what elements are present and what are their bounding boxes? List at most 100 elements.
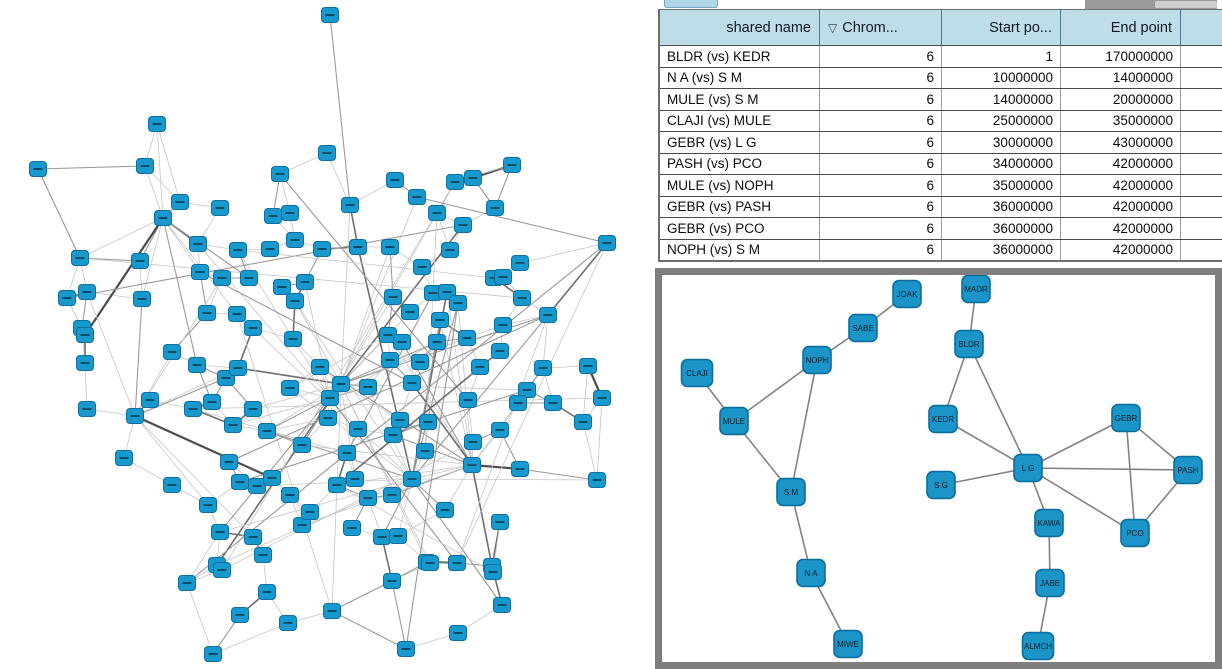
network-node[interactable] [240, 270, 258, 286]
network-node[interactable] [198, 305, 216, 321]
network-node-KAWA[interactable]: KAWA [1034, 508, 1064, 538]
network-node[interactable] [244, 320, 262, 336]
column-header-chrom---[interactable]: ▽ Chrom... [819, 9, 942, 46]
network-node[interactable] [163, 477, 181, 493]
network-node[interactable] [441, 242, 459, 258]
network-node[interactable] [154, 210, 172, 226]
network-node[interactable] [78, 401, 96, 417]
network-node[interactable] [389, 528, 407, 544]
network-node[interactable] [359, 490, 377, 506]
network-node[interactable] [464, 434, 482, 450]
network-node[interactable] [346, 471, 364, 487]
network-node[interactable] [391, 412, 409, 428]
network-node[interactable] [383, 573, 401, 589]
network-node[interactable] [381, 239, 399, 255]
network-node[interactable] [511, 255, 529, 271]
network-edge-NOPH-SM[interactable] [790, 359, 818, 493]
panel-tab[interactable] [664, 0, 718, 8]
network-node[interactable] [229, 360, 247, 376]
network-node-KEDR[interactable]: KEDR [928, 404, 958, 434]
network-node-MADR[interactable]: MADR [961, 274, 991, 304]
network-node[interactable] [296, 274, 314, 290]
network-node[interactable] [321, 390, 339, 406]
network-node[interactable] [213, 562, 231, 578]
network-node[interactable] [318, 145, 336, 161]
network-node[interactable] [301, 504, 319, 520]
network-node[interactable] [491, 422, 509, 438]
network-node[interactable] [126, 408, 144, 424]
network-node[interactable] [593, 390, 611, 406]
network-node[interactable] [449, 625, 467, 641]
network-node[interactable] [598, 235, 616, 251]
table-row[interactable]: N A (vs) S M610000000140000006.6 [659, 67, 1222, 89]
network-node-BLDR[interactable]: BLDR [954, 329, 984, 359]
network-node[interactable] [421, 555, 439, 571]
network-node[interactable] [211, 524, 229, 540]
network-node[interactable] [464, 170, 482, 186]
network-node[interactable] [574, 414, 592, 430]
table-row[interactable]: CLAJI (vs) MULE625000000350000005.9 [659, 110, 1222, 132]
network-node[interactable] [373, 529, 391, 545]
network-node[interactable] [78, 284, 96, 300]
network-node[interactable] [408, 189, 426, 205]
network-node[interactable] [332, 376, 350, 392]
horizontal-scrollbar-thumb[interactable] [1155, 1, 1217, 8]
network-node[interactable] [263, 470, 281, 486]
network-node[interactable] [29, 161, 47, 177]
network-node[interactable] [131, 253, 149, 269]
network-node[interactable] [419, 414, 437, 430]
network-node[interactable] [539, 307, 557, 323]
network-node[interactable] [244, 401, 262, 417]
network-node[interactable] [224, 417, 242, 433]
network-node-JOAK[interactable]: JOAK [892, 279, 922, 309]
network-node[interactable] [411, 354, 429, 370]
column-header-start-po---[interactable]: Start po... [941, 9, 1061, 46]
network-node[interactable] [518, 382, 536, 398]
network-node[interactable] [231, 607, 249, 623]
network-node[interactable] [261, 241, 279, 257]
table-row[interactable]: GEBR (vs) PCO636000000420000008.4 [659, 217, 1222, 240]
network-node[interactable] [148, 116, 166, 132]
network-node[interactable] [484, 564, 502, 580]
table-row[interactable]: NOPH (vs) S M636000000420000009.9 [659, 239, 1222, 262]
network-node[interactable] [281, 487, 299, 503]
network-node[interactable] [231, 474, 249, 490]
network-node[interactable] [341, 197, 359, 213]
network-node[interactable] [458, 330, 476, 346]
column-header-end-point[interactable]: End point [1060, 9, 1181, 46]
network-node[interactable] [189, 236, 207, 252]
network-node[interactable] [271, 166, 289, 182]
network-node[interactable] [486, 200, 504, 216]
network-node[interactable] [428, 205, 446, 221]
column-header-shared-name[interactable]: shared name [659, 9, 820, 46]
network-node[interactable] [58, 290, 76, 306]
comparison-network-graph[interactable]: JOAK MADR SABE BLDR NOPH CLAJI MULE KEDR GEBR L G… [662, 274, 1215, 662]
network-node[interactable] [534, 360, 552, 376]
network-node[interactable] [579, 358, 597, 374]
network-node[interactable] [397, 641, 415, 657]
network-node[interactable] [229, 242, 247, 258]
network-node[interactable] [199, 497, 217, 513]
network-node[interactable] [509, 395, 527, 411]
network-node[interactable] [491, 514, 509, 530]
network-node[interactable] [188, 357, 206, 373]
network-node-NOPH[interactable]: NOPH [802, 345, 832, 375]
network-edge-GEBR-PCO[interactable] [1125, 417, 1136, 534]
network-node[interactable] [254, 547, 272, 563]
network-node[interactable] [493, 597, 511, 613]
network-node[interactable] [471, 359, 489, 375]
network-node[interactable] [286, 293, 304, 309]
network-node[interactable] [321, 7, 339, 23]
network-node[interactable] [449, 295, 467, 311]
network-node[interactable] [313, 241, 331, 257]
network-node[interactable] [71, 250, 89, 266]
network-node[interactable] [384, 427, 402, 443]
network-node[interactable] [511, 461, 529, 477]
network-node[interactable] [284, 331, 302, 347]
network-node[interactable] [436, 502, 454, 518]
network-node[interactable] [503, 157, 521, 173]
network-node[interactable] [171, 194, 189, 210]
network-node[interactable] [319, 410, 337, 426]
network-node-PCO[interactable]: PCO [1120, 518, 1150, 548]
network-node[interactable] [203, 394, 221, 410]
